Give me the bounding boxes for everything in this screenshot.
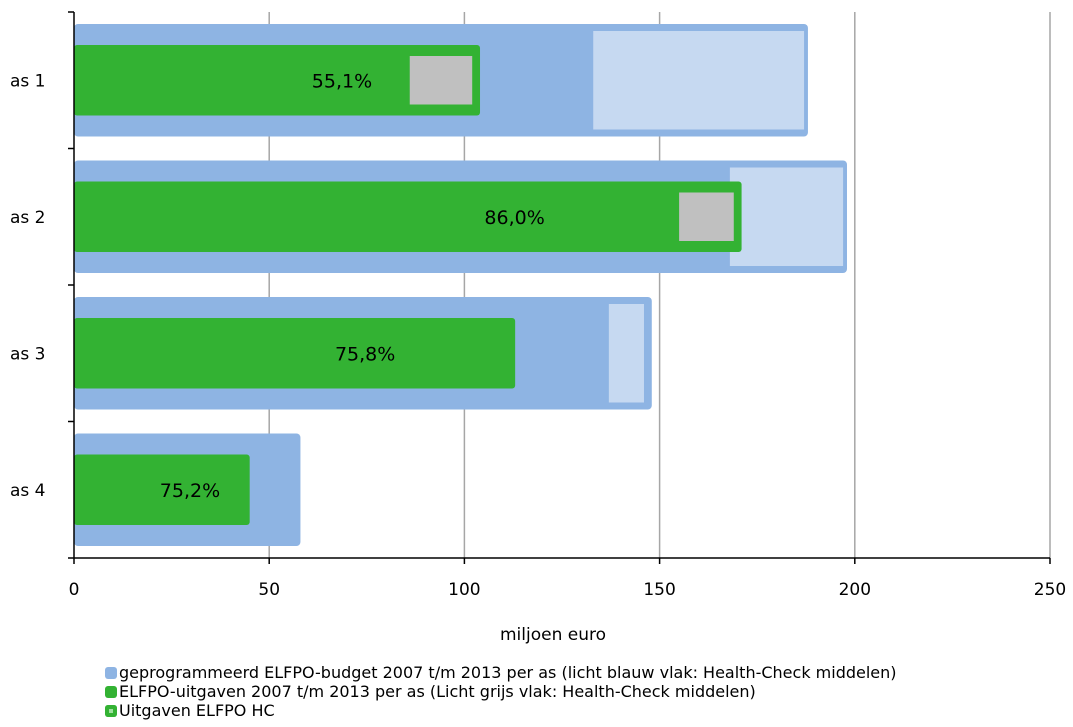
legend-label-budget: geprogrammeerd ELFPO-budget 2007 t/m 201…	[119, 663, 897, 682]
legend: geprogrammeerd ELFPO-budget 2007 t/m 201…	[105, 663, 897, 720]
legend-item-spent: ELFPO-uitgaven 2007 t/m 2013 per as (Lic…	[105, 682, 897, 701]
axes: 0 50 100 150 200 250 as 1 as 2 as 3 as 4	[10, 11, 1066, 600]
bar-chart: 55,1% 86,0% 75,8% 75,2% 0 50 100 150 200 250 as 1…	[10, 11, 1066, 645]
data-label: 75,2%	[160, 480, 220, 502]
y-tick-label: as 1	[10, 71, 46, 91]
spent-bar	[74, 181, 742, 252]
x-tick-label: 200	[839, 580, 871, 600]
legend-item-hc: Uitgaven ELFPO HC	[105, 701, 897, 720]
spent-hc-segment	[409, 56, 473, 105]
data-label: 75,8%	[335, 343, 395, 365]
y-tick-label: as 4	[10, 481, 46, 501]
budget-hc-segment	[729, 167, 844, 266]
budget-hc-segment	[593, 31, 805, 130]
x-tick-label: 50	[258, 580, 280, 600]
x-tick-label: 150	[643, 580, 675, 600]
data-label: 86,0%	[484, 207, 544, 229]
legend-label-spent: ELFPO-uitgaven 2007 t/m 2013 per as (Lic…	[119, 682, 756, 701]
legend-item-budget: geprogrammeerd ELFPO-budget 2007 t/m 201…	[105, 663, 897, 682]
bars	[74, 24, 847, 546]
data-labels: 55,1% 86,0% 75,8% 75,2%	[160, 70, 545, 502]
y-tick-label: as 2	[10, 208, 46, 228]
x-axis-title: miljoen euro	[500, 625, 606, 645]
y-tick-label: as 3	[10, 344, 46, 364]
x-tick-label: 0	[69, 580, 80, 600]
data-label: 55,1%	[312, 70, 372, 92]
legend-label-hc: Uitgaven ELFPO HC	[119, 701, 275, 720]
spent-bar	[74, 45, 481, 116]
spent-hc-segment	[679, 192, 734, 241]
x-tick-label: 100	[448, 580, 480, 600]
legend-swatch-spent	[105, 685, 117, 698]
legend-swatch-hc	[105, 704, 117, 717]
legend-swatch-budget	[105, 666, 117, 679]
spent-bar	[74, 318, 516, 389]
x-tick-label: 250	[1034, 580, 1066, 600]
budget-hc-segment	[608, 304, 644, 403]
spent-bar	[74, 454, 250, 525]
